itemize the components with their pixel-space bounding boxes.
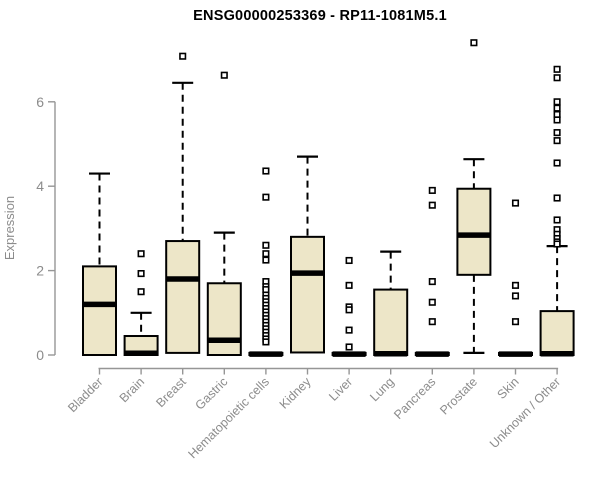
outlier-point bbox=[137, 270, 145, 278]
box-group-skin bbox=[498, 199, 533, 357]
x-tick-label: Prostate bbox=[437, 375, 480, 418]
outlier-point bbox=[511, 199, 520, 207]
box-group-breast bbox=[165, 52, 201, 354]
y-axis-title: Expression bbox=[2, 196, 17, 260]
box-group-hematopoietic-cells bbox=[248, 167, 284, 357]
x-tick-label: Breast bbox=[153, 374, 189, 410]
box bbox=[206, 282, 242, 357]
outlier-point bbox=[553, 159, 561, 167]
box-group-gastric bbox=[206, 71, 242, 357]
outlier-point bbox=[262, 250, 270, 258]
box-group-lung bbox=[373, 250, 409, 357]
y-tick-label: 2 bbox=[36, 263, 44, 279]
box-group-prostate bbox=[456, 39, 492, 354]
outlier-point bbox=[345, 256, 353, 265]
x-tick-label: Skin bbox=[495, 375, 522, 402]
x-tick-label: Hematopoietic cells bbox=[185, 375, 272, 462]
x-tick-label: Liver bbox=[326, 375, 355, 404]
x-tick-label: Unknown / Other bbox=[487, 375, 563, 451]
x-tick-label: Lung bbox=[367, 375, 397, 405]
outlier-point bbox=[262, 167, 270, 175]
outlier-point bbox=[553, 129, 561, 137]
outlier-point bbox=[345, 281, 353, 289]
box-group-kidney bbox=[290, 155, 325, 354]
x-tick-label: Brain bbox=[117, 375, 148, 406]
box-group-unknown-other bbox=[539, 65, 575, 357]
outlier-point bbox=[511, 318, 520, 326]
outlier-point bbox=[511, 281, 520, 289]
y-tick-label: 0 bbox=[36, 347, 44, 363]
outlier-point bbox=[220, 71, 228, 79]
outlier-point bbox=[470, 39, 478, 47]
outlier-point bbox=[553, 74, 561, 82]
box bbox=[456, 187, 492, 276]
outlier-point bbox=[345, 326, 353, 334]
outlier-point bbox=[553, 116, 561, 124]
y-tick-label: 4 bbox=[36, 178, 44, 194]
outlier-point bbox=[553, 137, 561, 145]
outlier-point bbox=[428, 201, 436, 209]
outlier-point bbox=[345, 343, 353, 351]
outlier-point bbox=[262, 286, 270, 294]
box bbox=[539, 310, 575, 356]
box bbox=[82, 265, 117, 357]
box bbox=[165, 240, 201, 354]
box-group-liver bbox=[331, 256, 367, 357]
outlier-point bbox=[553, 240, 561, 248]
outlier-point bbox=[262, 193, 270, 201]
outlier-point bbox=[553, 194, 561, 202]
outlier-point bbox=[262, 338, 270, 346]
box-group-pancreas bbox=[414, 186, 450, 357]
chart-title: ENSG00000253369 - RP11-1081M5.1 bbox=[193, 8, 447, 24]
outlier-point bbox=[262, 256, 270, 264]
outlier-point bbox=[428, 318, 436, 326]
outlier-point bbox=[428, 298, 436, 306]
outlier-point bbox=[553, 98, 561, 106]
outlier-point bbox=[428, 186, 436, 194]
outlier-point bbox=[179, 52, 187, 60]
outlier-point bbox=[137, 250, 145, 258]
outlier-point bbox=[345, 306, 353, 314]
box-group-bladder bbox=[82, 172, 117, 357]
outlier-point bbox=[262, 241, 270, 249]
x-tick-label: Bladder bbox=[65, 375, 105, 415]
outlier-point bbox=[428, 278, 436, 286]
box-group-brain bbox=[123, 250, 159, 357]
box bbox=[290, 235, 325, 354]
x-tick-label: Kidney bbox=[277, 374, 314, 411]
x-tick-label: Gastric bbox=[193, 375, 231, 413]
x-tick-label: Pancreas bbox=[391, 375, 438, 422]
outlier-point bbox=[553, 216, 561, 224]
outlier-point bbox=[553, 65, 561, 73]
y-tick-label: 6 bbox=[36, 94, 44, 110]
outlier-point bbox=[511, 292, 520, 300]
box bbox=[373, 288, 409, 356]
outlier-point bbox=[553, 110, 561, 119]
outlier-point bbox=[137, 288, 145, 296]
outlier-point bbox=[553, 104, 561, 112]
